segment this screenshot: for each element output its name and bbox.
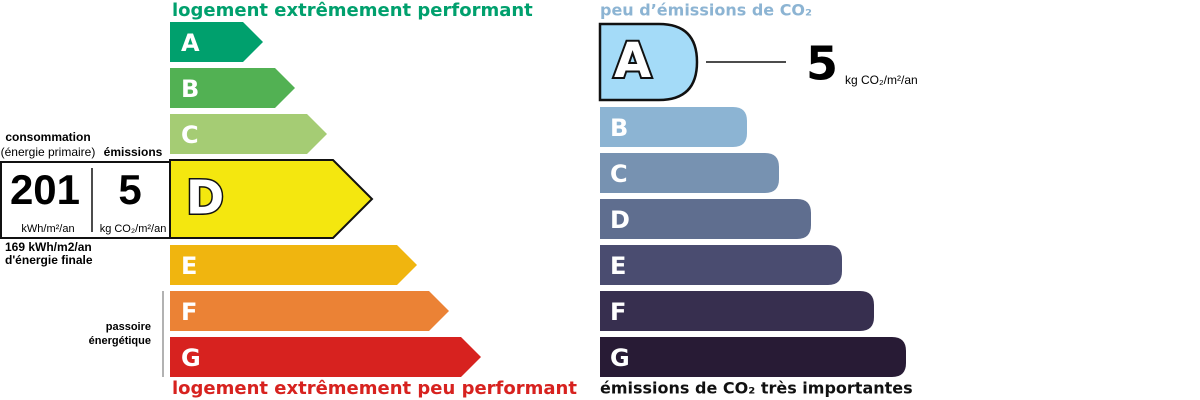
climate-class-bar [600, 245, 842, 285]
values-box [0, 161, 173, 239]
climate-class-letter: E [610, 252, 626, 280]
final-energy-sub: d'énergie finale [5, 253, 93, 267]
climate-value: 5 [806, 37, 838, 91]
consumption-value: 201 [10, 166, 80, 213]
consumption-unit: kWh/m²/an [21, 223, 74, 235]
climate-class-letter: F [610, 298, 626, 326]
energy-class-bar [170, 68, 295, 108]
energy-class-bar [170, 114, 327, 154]
final-energy: 169 kWh/m2/an [5, 240, 92, 254]
energy-class-letter: E [181, 252, 197, 280]
energy-class-bar [170, 22, 263, 62]
emissions-unit: kg CO₂/m²/an [100, 223, 167, 235]
consumption-sub: (énergie primaire) [1, 145, 96, 159]
emissions-label: émissions [104, 145, 163, 159]
climate-class-bar [600, 107, 747, 147]
energy-class-letter: C [181, 121, 199, 149]
climate-top-label: peu d’émissions de CO₂ [600, 1, 812, 20]
energy-top-label: logement extrêmement performant [172, 0, 533, 21]
consumption-label: consommation [5, 130, 90, 144]
climate-class-letter: D [610, 206, 630, 234]
passoire: passoire [106, 321, 151, 333]
climate-unit: kg CO₂/m²/an [845, 73, 918, 87]
energy-class-bar [170, 291, 449, 331]
climate-class-letter: G [610, 344, 630, 372]
energy-class-bar [169, 159, 374, 239]
energy-class-letter: D [186, 171, 224, 225]
climate-class-bar [600, 153, 779, 193]
climate-class-bar [600, 291, 874, 331]
energy-class-letter: B [181, 75, 199, 103]
energy-class-bar [170, 245, 417, 285]
energy-class-letter: F [181, 298, 197, 326]
climate-class-letter: B [610, 114, 628, 142]
climate-class-letter: A [614, 33, 651, 89]
energy-class-letter: G [181, 344, 201, 372]
climate-class-letter: C [610, 160, 628, 188]
energy-class-bar [170, 337, 481, 377]
energy-class-letter: A [181, 29, 200, 57]
emissions-value: 5 [118, 166, 141, 213]
climate-class-bar [598, 22, 699, 102]
climate-class-bar [600, 199, 811, 239]
climate-class-bar [600, 337, 906, 377]
energy-bottom-label: logement extrêmement peu performant [172, 378, 577, 399]
passoire-sub: énergétique [89, 335, 151, 347]
climate-bottom-label: émissions de CO₂ très importantes [600, 379, 913, 398]
